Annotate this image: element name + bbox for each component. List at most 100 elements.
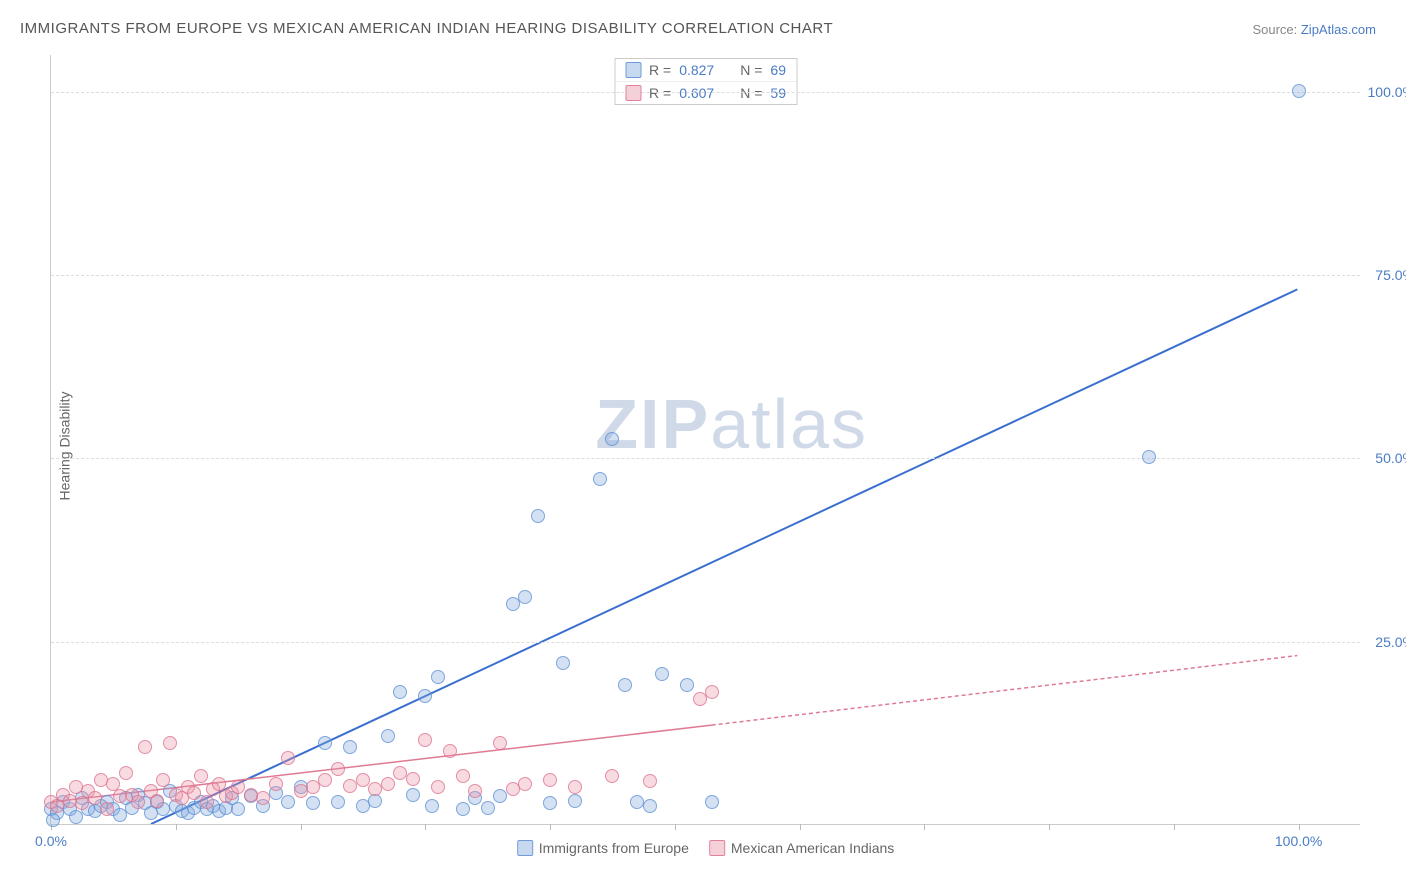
n-label: N = bbox=[740, 62, 762, 78]
data-point bbox=[1142, 450, 1156, 464]
data-point bbox=[443, 744, 457, 758]
legend-correlation-row: R = 0.827 N = 69 bbox=[615, 59, 796, 81]
legend-series-label: Mexican American Indians bbox=[731, 840, 894, 856]
data-point bbox=[618, 678, 632, 692]
data-point bbox=[119, 766, 133, 780]
legend-series-label: Immigrants from Europe bbox=[539, 840, 689, 856]
data-point bbox=[1292, 84, 1306, 98]
data-point bbox=[680, 678, 694, 692]
data-point bbox=[406, 788, 420, 802]
data-point bbox=[318, 773, 332, 787]
source-prefix: Source: bbox=[1252, 22, 1300, 37]
data-point bbox=[163, 736, 177, 750]
watermark: ZIPatlas bbox=[595, 384, 868, 464]
data-point bbox=[531, 509, 545, 523]
gridline bbox=[51, 275, 1360, 276]
data-point bbox=[356, 773, 370, 787]
x-tick bbox=[1299, 824, 1300, 830]
data-point bbox=[156, 773, 170, 787]
n-value: 69 bbox=[770, 62, 786, 78]
data-point bbox=[418, 689, 432, 703]
x-tick bbox=[675, 824, 676, 830]
data-point bbox=[543, 773, 557, 787]
data-point bbox=[705, 685, 719, 699]
n-label: N = bbox=[740, 85, 762, 101]
legend-swatch-icon bbox=[625, 62, 641, 78]
data-point bbox=[481, 801, 495, 815]
data-point bbox=[556, 656, 570, 670]
data-point bbox=[543, 796, 557, 810]
x-tick bbox=[176, 824, 177, 830]
data-point bbox=[100, 802, 114, 816]
y-tick-label: 25.0% bbox=[1375, 634, 1406, 650]
data-point bbox=[281, 795, 295, 809]
data-point bbox=[131, 795, 145, 809]
source-citation: Source: ZipAtlas.com bbox=[1252, 22, 1376, 37]
y-tick-label: 50.0% bbox=[1375, 450, 1406, 466]
x-tick bbox=[425, 824, 426, 830]
data-point bbox=[269, 777, 283, 791]
correlation-legend: R = 0.827 N = 69 R = 0.607 N = 59 bbox=[614, 58, 797, 105]
data-point bbox=[593, 472, 607, 486]
data-point bbox=[418, 733, 432, 747]
r-label: R = bbox=[649, 62, 671, 78]
data-point bbox=[568, 780, 582, 794]
data-point bbox=[493, 789, 507, 803]
x-tick bbox=[1049, 824, 1050, 830]
series-legend: Immigrants from Europe Mexican American … bbox=[517, 840, 895, 856]
data-point bbox=[493, 736, 507, 750]
data-point bbox=[468, 784, 482, 798]
data-point bbox=[306, 796, 320, 810]
x-axis-max-label: 100.0% bbox=[1275, 833, 1322, 849]
data-point bbox=[705, 795, 719, 809]
data-point bbox=[693, 692, 707, 706]
data-point bbox=[655, 667, 669, 681]
data-point bbox=[331, 762, 345, 776]
source-link[interactable]: ZipAtlas.com bbox=[1301, 22, 1376, 37]
r-value: 0.827 bbox=[679, 62, 714, 78]
data-point bbox=[69, 810, 83, 824]
data-point bbox=[46, 813, 60, 827]
data-point bbox=[425, 799, 439, 813]
data-point bbox=[231, 802, 245, 816]
data-point bbox=[406, 772, 420, 786]
data-point bbox=[200, 795, 214, 809]
data-point bbox=[343, 740, 357, 754]
x-tick bbox=[550, 824, 551, 830]
legend-swatch-icon bbox=[709, 840, 725, 856]
r-value: 0.607 bbox=[679, 85, 714, 101]
data-point bbox=[306, 780, 320, 794]
data-point bbox=[568, 794, 582, 808]
r-label: R = bbox=[649, 85, 671, 101]
x-tick bbox=[1174, 824, 1175, 830]
x-axis-min-label: 0.0% bbox=[35, 833, 67, 849]
data-point bbox=[431, 780, 445, 794]
data-point bbox=[605, 769, 619, 783]
data-point bbox=[256, 791, 270, 805]
gridline bbox=[51, 92, 1360, 93]
n-value: 59 bbox=[770, 85, 786, 101]
legend-series-item: Immigrants from Europe bbox=[517, 840, 689, 856]
data-point bbox=[138, 740, 152, 754]
x-tick bbox=[924, 824, 925, 830]
data-point bbox=[605, 432, 619, 446]
data-point bbox=[88, 791, 102, 805]
data-point bbox=[431, 670, 445, 684]
data-point bbox=[113, 808, 127, 822]
legend-swatch-icon bbox=[625, 85, 641, 101]
data-point bbox=[456, 802, 470, 816]
data-point bbox=[187, 786, 201, 800]
data-point bbox=[643, 799, 657, 813]
data-point bbox=[281, 751, 295, 765]
data-point bbox=[318, 736, 332, 750]
x-tick bbox=[301, 824, 302, 830]
legend-series-item: Mexican American Indians bbox=[709, 840, 894, 856]
trend-lines bbox=[51, 55, 1360, 824]
y-tick-label: 100.0% bbox=[1368, 84, 1406, 100]
x-tick bbox=[800, 824, 801, 830]
data-point bbox=[194, 769, 208, 783]
legend-swatch-icon bbox=[517, 840, 533, 856]
gridline bbox=[51, 458, 1360, 459]
data-point bbox=[518, 590, 532, 604]
scatter-chart: ZIPatlas R = 0.827 N = 69 R = 0.607 N = … bbox=[50, 55, 1360, 825]
